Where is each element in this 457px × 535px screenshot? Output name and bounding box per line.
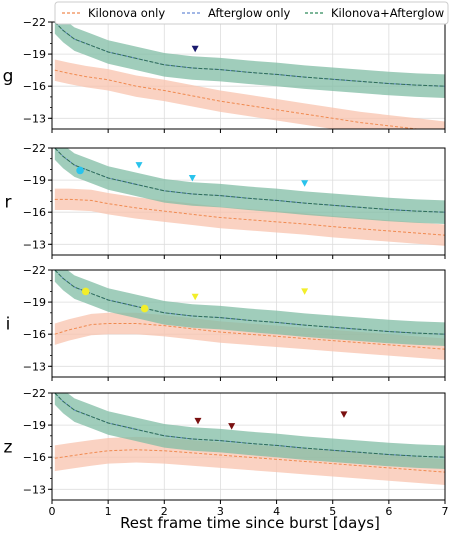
kilonova-model-line: [54, 69, 422, 129]
legend-combined-label: Kilonova+Afterglow: [331, 6, 444, 20]
combined-uncertainty-band: [54, 22, 445, 98]
legend-afterglow-label: Afterglow only: [208, 6, 291, 20]
y-tick-label: −19: [23, 296, 46, 309]
band-label-r: r: [5, 193, 12, 213]
upper-limit-marker: [191, 293, 199, 301]
panel-plot-area: [54, 22, 445, 129]
combined-model-line: [54, 270, 445, 335]
detection-point: [76, 166, 84, 175]
upper-limit-marker: [228, 423, 236, 430]
combined-uncertainty-band: [54, 148, 445, 224]
upper-limit-marker: [191, 45, 199, 53]
kilonova-model-line: [54, 449, 445, 473]
x-tick-label: 3: [217, 505, 224, 518]
y-tick-label: −16: [23, 80, 46, 93]
panel-plot-area: [54, 148, 445, 246]
combined-uncertainty-band: [54, 270, 445, 346]
x-tick-label: 4: [273, 505, 280, 518]
panels-layer: −22−19−16−13g−22−19−16−13r−22−19−16−13i−…: [3, 16, 446, 504]
combined-model-line: [54, 22, 445, 87]
y-tick-label: −19: [23, 48, 46, 61]
band-label-z: z: [4, 438, 13, 458]
legend-box: [54, 1, 449, 25]
upper-limit-marker: [194, 417, 202, 425]
kilonova-uncertainty-band: [54, 312, 445, 360]
kilonova-model-line: [54, 198, 445, 236]
x-tick-label: 5: [329, 505, 336, 518]
upper-limit-marker: [135, 162, 143, 169]
x-tick-label: 6: [385, 505, 392, 518]
kilonova-uncertainty-band: [54, 188, 445, 246]
y-tick-label: −16: [23, 206, 46, 219]
combined-uncertainty-band: [54, 393, 445, 469]
panel-i: −22 −19 −16 −13 i: [6, 264, 446, 381]
panel-plot-area: [54, 270, 445, 360]
y-tick-label: −16: [23, 451, 46, 464]
y-tick-label: −22: [23, 387, 46, 400]
band-label-g: g: [3, 67, 14, 87]
kilonova-model-line: [54, 323, 445, 350]
y-tick-label: −22: [23, 142, 46, 155]
y-tick-label: −13: [23, 112, 46, 125]
detection-point: [140, 304, 149, 313]
y-tick-label: −16: [23, 328, 46, 341]
legend-kilonova-label: Kilonova only: [88, 6, 165, 20]
band-label-i: i: [6, 315, 11, 335]
y-tick-label: −22: [23, 264, 46, 277]
x-tick-label: 2: [161, 505, 168, 518]
x-axis-label: Rest frame time since burst [days]: [120, 514, 380, 532]
combined-model-line: [54, 148, 445, 213]
kilonova-uncertainty-band: [54, 436, 445, 486]
y-tick-label: −13: [23, 238, 46, 251]
panel-z: −22 −19 −16 −13 z: [4, 387, 446, 504]
combined-model-line: [54, 393, 445, 458]
kilonova-uncertainty-band: [54, 59, 445, 129]
upper-limit-marker: [340, 411, 348, 418]
panel-plot-area: [54, 393, 445, 486]
x-tick-label: 1: [105, 505, 112, 518]
x-tick-labels: 0 1 2 3 4 5 6 7: [49, 505, 449, 518]
panel-r: −22 −19 −16 −13 r: [5, 142, 446, 259]
y-tick-label: −19: [23, 174, 46, 187]
y-tick-label: −13: [23, 483, 46, 496]
x-tick-label: 0: [49, 505, 56, 518]
upper-limit-marker: [301, 288, 309, 295]
y-tick-label: −22: [23, 16, 46, 29]
y-tick-label: −13: [23, 360, 46, 373]
detection-point: [81, 287, 90, 296]
y-tick-label: −19: [23, 419, 46, 432]
upper-limit-marker: [301, 180, 309, 187]
upper-limit-marker: [188, 174, 196, 182]
legend: Kilonova only Afterglow only Kilonova+Af…: [54, 1, 449, 25]
x-tick-label: 7: [442, 505, 449, 518]
panel-g: −22 −19 −16 −13 g: [3, 16, 446, 133]
